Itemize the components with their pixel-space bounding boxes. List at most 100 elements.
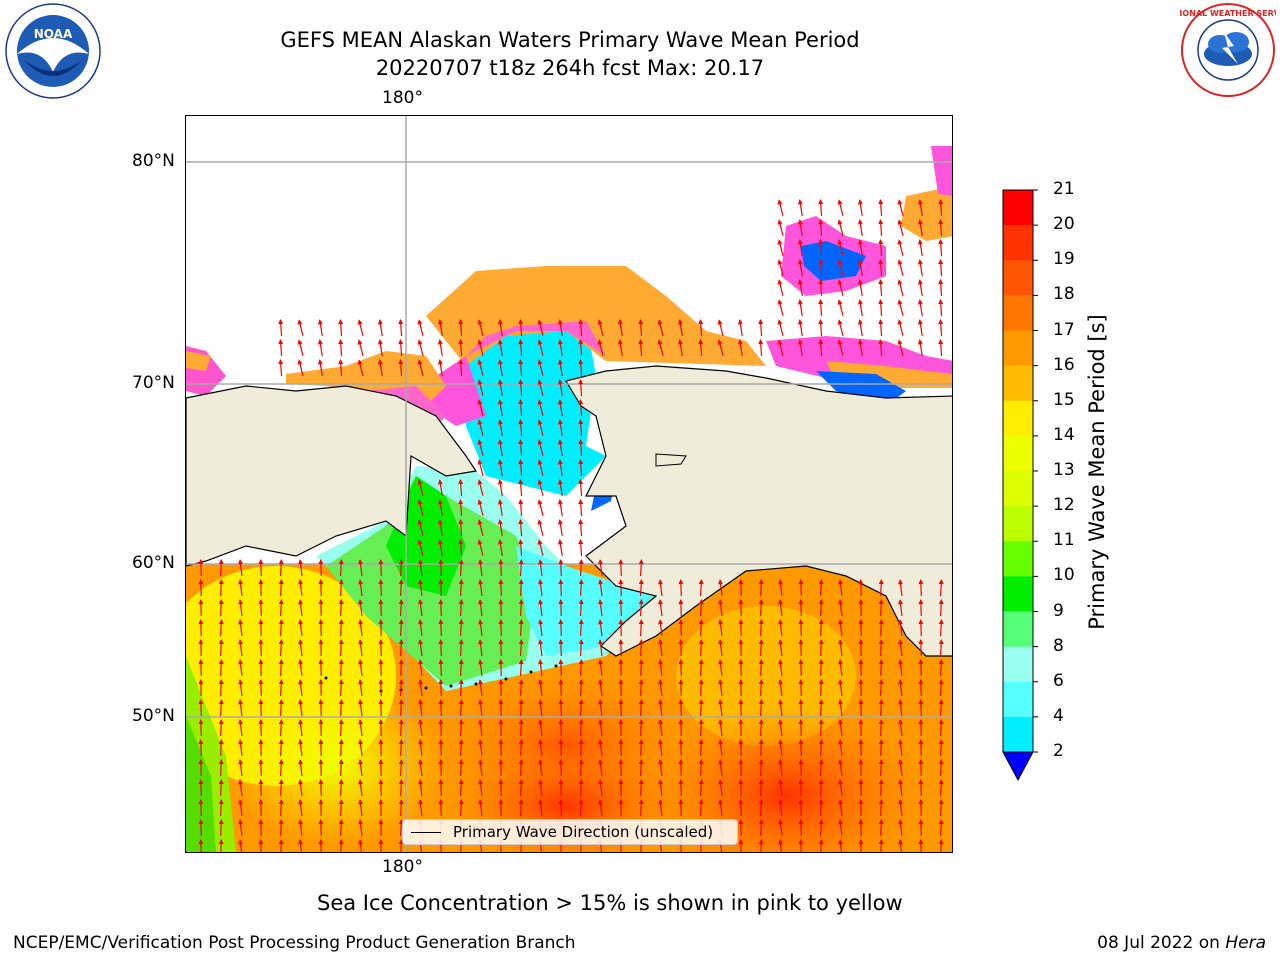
direction-arrow <box>318 579 324 597</box>
direction-arrow <box>238 719 243 737</box>
direction-arrow <box>437 539 443 556</box>
direction-arrow <box>418 739 423 757</box>
direction-arrow <box>538 559 543 577</box>
direction-arrow <box>558 719 564 737</box>
direction-arrow <box>198 759 204 777</box>
direction-arrow <box>818 659 824 677</box>
direction-arrow <box>558 639 564 657</box>
direction-arrow <box>478 739 483 757</box>
direction-arrow <box>838 659 843 677</box>
direction-arrow <box>398 779 404 797</box>
direction-arrow <box>498 739 504 757</box>
direction-arrow <box>917 319 923 336</box>
direction-arrow <box>838 779 843 797</box>
direction-arrow <box>398 659 404 677</box>
direction-arrow <box>298 799 303 817</box>
direction-arrow <box>278 699 284 717</box>
direction-arrow <box>458 719 464 737</box>
direction-arrow <box>938 719 944 737</box>
direction-arrow <box>598 679 603 697</box>
direction-arrow <box>758 579 764 597</box>
direction-arrow <box>818 839 824 852</box>
direction-arrow <box>818 719 824 737</box>
direction-arrow <box>458 799 464 817</box>
direction-arrow <box>718 619 723 637</box>
colorbar-tick-label: 9 <box>1053 600 1064 621</box>
direction-arrow <box>758 599 764 617</box>
direction-arrow <box>538 619 543 637</box>
direction-arrow <box>638 659 644 677</box>
direction-arrow <box>738 739 744 757</box>
direction-arrow <box>598 639 603 657</box>
direction-arrow <box>797 339 803 356</box>
direction-arrow <box>897 339 904 356</box>
lat-label-60: 60°N <box>132 553 175 573</box>
direction-arrow <box>578 759 584 777</box>
colorbar-tick-label: 8 <box>1053 635 1064 656</box>
direction-arrow <box>578 459 584 477</box>
colorbar-tick-label: 20 <box>1053 214 1075 235</box>
direction-arrow <box>878 619 884 637</box>
direction-arrow <box>818 699 824 717</box>
direction-arrow <box>318 779 324 797</box>
direction-arrow <box>918 719 924 737</box>
direction-arrow <box>518 439 524 457</box>
direction-arrow <box>678 579 684 597</box>
direction-arrow <box>938 219 944 237</box>
direction-arrow <box>497 339 503 356</box>
direction-arrow <box>798 699 804 717</box>
direction-arrow <box>278 739 284 757</box>
direction-arrow <box>598 619 603 637</box>
direction-arrow <box>777 219 784 236</box>
direction-arrow <box>338 819 344 837</box>
direction-arrow <box>938 699 944 717</box>
direction-arrow <box>658 719 663 737</box>
gridlines <box>186 116 952 852</box>
direction-arrow <box>557 519 563 536</box>
direction-arrow <box>338 719 344 737</box>
direction-arrow <box>477 439 484 456</box>
direction-arrow <box>557 539 563 556</box>
direction-arrow <box>698 779 704 797</box>
direction-arrow <box>938 839 944 852</box>
direction-arrow <box>678 719 684 737</box>
direction-arrow <box>598 699 603 717</box>
direction-arrow <box>478 599 483 617</box>
direction-arrow <box>917 259 923 276</box>
direction-arrow <box>798 719 804 737</box>
direction-arrow <box>497 499 503 516</box>
direction-arrow <box>617 339 623 356</box>
direction-arrow <box>338 619 344 637</box>
direction-arrow <box>498 779 504 797</box>
direction-arrow <box>218 559 224 577</box>
direction-arrow <box>338 699 344 717</box>
direction-arrow <box>378 579 384 597</box>
direction-arrow <box>437 499 443 516</box>
direction-arrow <box>717 319 724 336</box>
direction-arrow <box>618 619 624 637</box>
direction-arrow <box>658 679 663 697</box>
direction-arrow <box>897 259 904 276</box>
direction-arrow <box>917 199 923 216</box>
direction-arrow <box>478 559 483 577</box>
colorbar-tick-label: 4 <box>1053 705 1064 726</box>
direction-arrow <box>258 639 264 657</box>
direction-arrow <box>498 599 504 617</box>
direction-arrow <box>398 319 404 337</box>
direction-arrow <box>858 599 864 617</box>
direction-arrow <box>357 339 364 356</box>
direction-arrow <box>318 559 324 577</box>
direction-arrow <box>778 759 783 777</box>
direction-arrow <box>357 359 364 376</box>
direction-arrow <box>378 559 384 577</box>
direction-arrow <box>578 599 584 617</box>
direction-arrow <box>898 699 903 717</box>
direction-arrow <box>938 239 944 257</box>
direction-arrow <box>458 519 464 537</box>
direction-arrow <box>218 699 224 717</box>
direction-arrow <box>858 659 864 677</box>
footer-date: 08 Jul 2022 on <box>1097 933 1220 953</box>
direction-arrow <box>497 459 503 476</box>
direction-arrow <box>758 619 764 637</box>
chart-subtitle: 20220707 t18z 264h fcst Max: 20.17 <box>375 56 765 80</box>
